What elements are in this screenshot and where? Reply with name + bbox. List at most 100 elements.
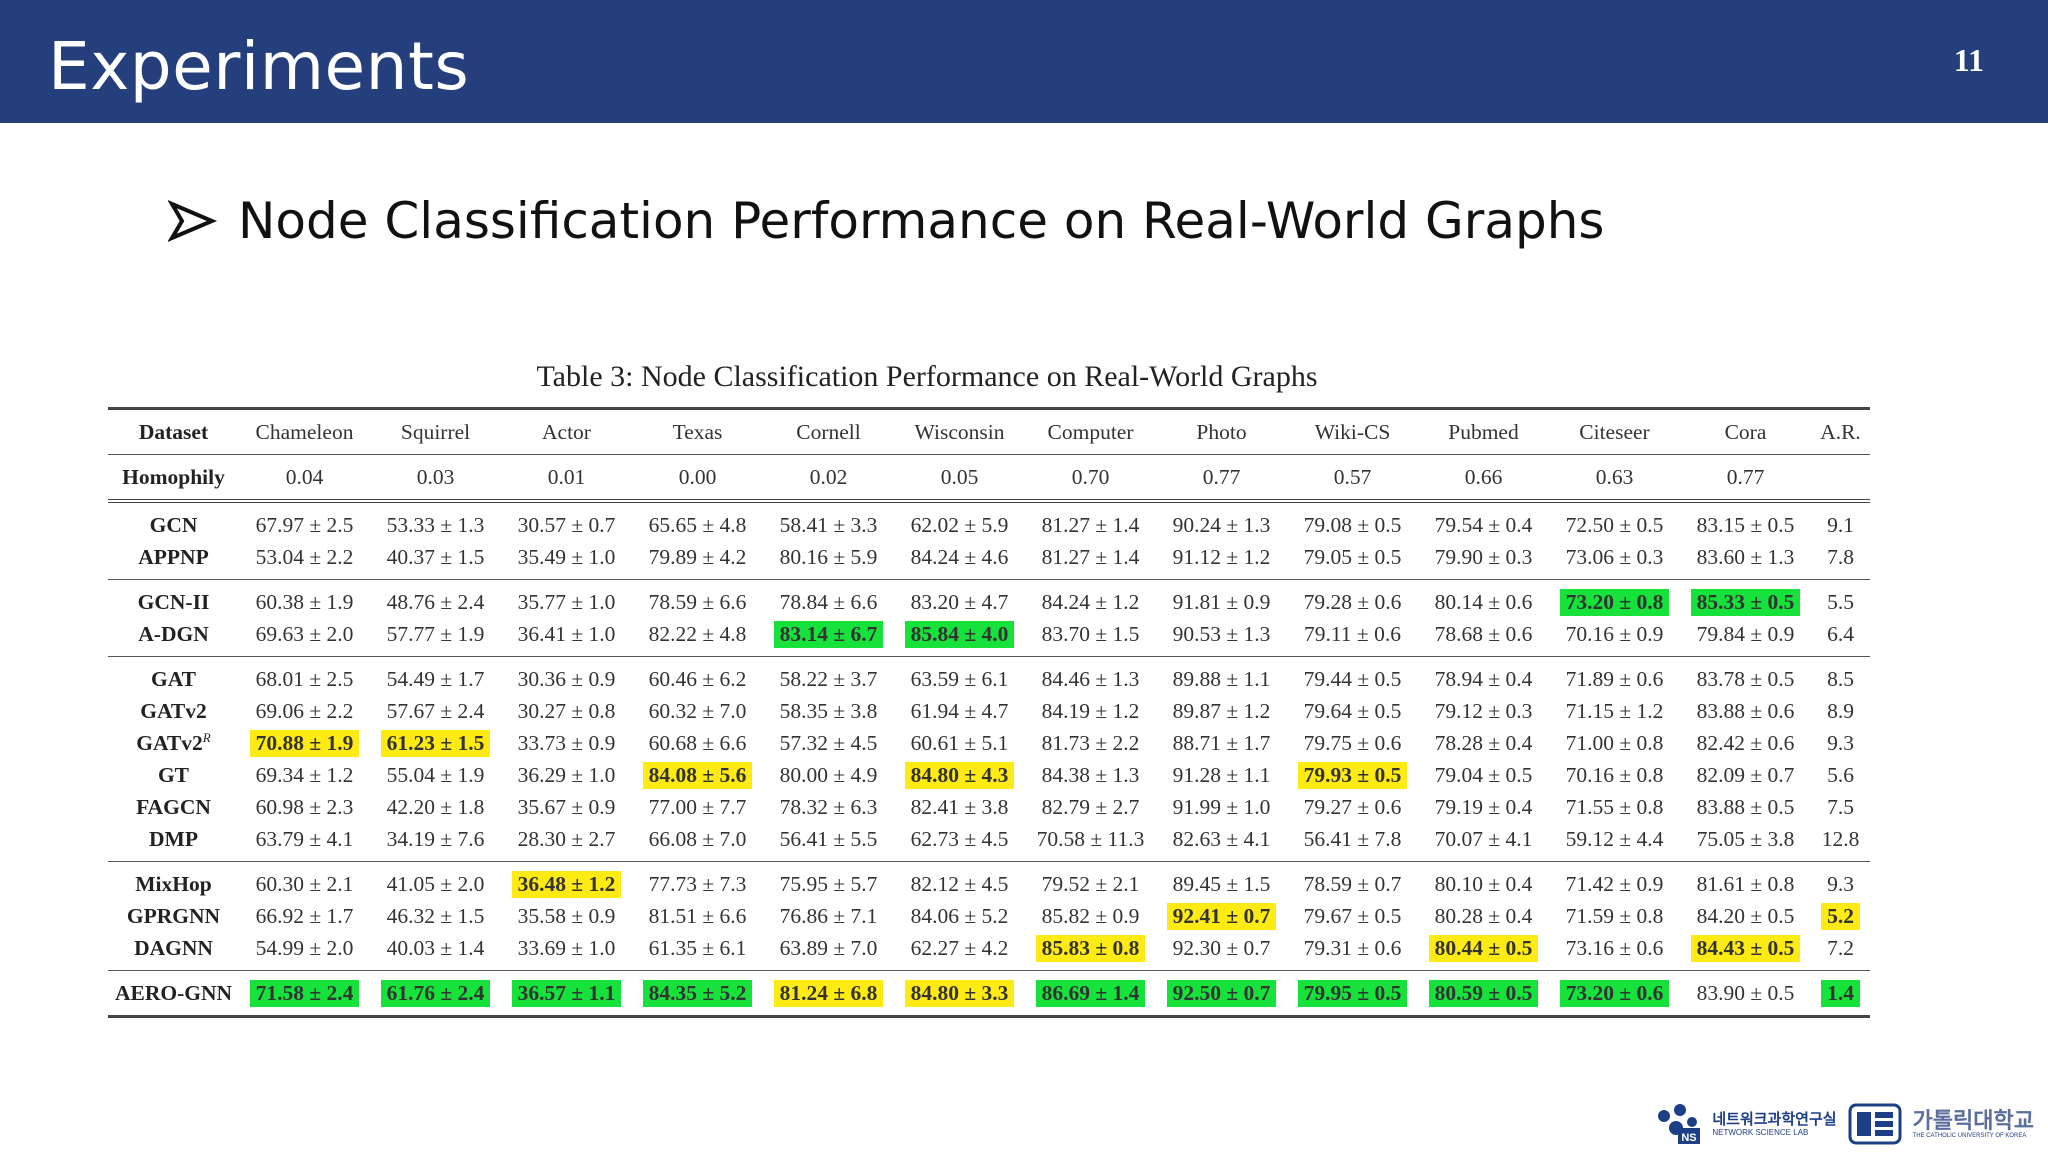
second-best-highlight: 80.44 ± 0.5	[1428, 934, 1539, 962]
model-name-text: FAGCN	[136, 794, 211, 819]
table-cell: 56.41 ± 5.5	[779, 826, 878, 851]
model-name-text: A-DGN	[138, 621, 209, 646]
table-cell: 30.36 ± 0.9	[501, 656, 632, 695]
table-cell: 61.35 ± 6.1	[648, 935, 747, 960]
bullet-text: Node Classification Performance on Real-…	[238, 192, 1605, 250]
table-cell: 91.81 ± 0.9	[1156, 579, 1287, 618]
table-cell: 78.32 ± 6.3	[779, 794, 878, 819]
second-best-highlight: 5.2	[1821, 902, 1860, 930]
table-cell: 71.42 ± 0.9	[1549, 861, 1680, 900]
table-cell: 78.28 ± 0.4	[1434, 730, 1533, 755]
table-cell: 59.12 ± 4.4	[1565, 826, 1664, 851]
table-cell: 75.05 ± 3.8	[1696, 826, 1795, 851]
model-name-text: GATv2	[140, 698, 207, 723]
homophily-label: Homophily	[108, 454, 239, 501]
table-cell: 7.5	[1827, 794, 1854, 819]
university-name-english: THE CATHOLIC UNIVERSITY OF KOREA	[1912, 1133, 2027, 1139]
model-name: GPRGNN	[108, 900, 239, 932]
table-cell: 40.37 ± 1.5	[386, 544, 485, 569]
table-cell: 92.41 ± 0.7	[1156, 900, 1287, 932]
table-cell: 78.59 ± 0.7	[1287, 861, 1418, 900]
table-cell: 83.60 ± 1.3	[1696, 544, 1795, 569]
table-cell: 60.68 ± 6.6	[648, 730, 747, 755]
table-cell: 1.4	[1811, 970, 1870, 1018]
table-cell: 77.00 ± 7.7	[648, 794, 747, 819]
table-cell: 36.57 ± 1.1	[501, 970, 632, 1018]
table-cell: 79.31 ± 0.6	[1303, 935, 1402, 960]
homophily-value: 0.04	[239, 454, 370, 501]
table-cell: 78.94 ± 0.4	[1418, 656, 1549, 695]
table-row: AERO-GNN 71.58 ± 2.4 61.76 ± 2.4 36.57 ± 1.…	[108, 970, 1870, 1018]
table-cell: 79.75 ± 0.6	[1303, 730, 1402, 755]
best-result-highlight: 86.69 ± 1.4	[1035, 979, 1146, 1007]
homophily-value: 0.70	[1025, 454, 1156, 501]
model-name: A-DGN	[108, 618, 239, 657]
best-result-highlight: 84.35 ± 5.2	[642, 979, 753, 1007]
table-cell: 84.06 ± 5.2	[910, 903, 1009, 928]
table-cell: 82.41 ± 3.8	[910, 794, 1009, 819]
table-cell: 58.35 ± 3.8	[779, 698, 878, 723]
table-cell: 60.98 ± 2.3	[255, 794, 354, 819]
table-caption-text: Table 3: Node Classification Performance…	[536, 360, 1318, 393]
second-best-highlight: 84.80 ± 3.3	[904, 979, 1015, 1007]
table-cell: 83.90 ± 0.5	[1680, 970, 1811, 1018]
column-header: Citeseer	[1549, 407, 1680, 455]
table-cell: 83.14 ± 6.7	[763, 618, 894, 657]
footer-logos: NS 네트워크과학연구실 NETWORK SCIENCE LAB 가톨릭대학교 …	[1652, 1102, 2034, 1146]
table-cell: 80.16 ± 5.9	[779, 544, 878, 569]
model-name-text: DAGNN	[134, 935, 213, 960]
table-cell: 79.95 ± 0.5	[1287, 970, 1418, 1018]
table-cell: 82.79 ± 2.7	[1041, 794, 1140, 819]
table-row: DMP 63.79 ± 4.1 34.19 ± 7.6 28.30 ± 2.7 66.0…	[108, 823, 1870, 862]
model-name-text: GT	[157, 762, 190, 787]
table-cell: 72.50 ± 0.5	[1549, 499, 1680, 541]
table-cell: 9.1	[1811, 499, 1870, 541]
table-cell: 70.16 ± 0.9	[1565, 621, 1664, 646]
university-name-korean: 가톨릭대학교	[1912, 1108, 2034, 1133]
best-result-highlight: 71.58 ± 2.4	[249, 979, 360, 1007]
table-cell: 84.43 ± 0.5	[1680, 932, 1811, 971]
table-cell: 71.58 ± 2.4	[239, 970, 370, 1018]
model-name-text: GCN-II	[137, 589, 210, 614]
table-cell: 81.51 ± 6.6	[648, 903, 747, 928]
model-name-text: AERO-GNN	[114, 980, 233, 1005]
second-best-highlight: 36.48 ± 1.2	[511, 870, 622, 898]
table-cell: 8.9	[1827, 698, 1854, 723]
best-result-highlight: 36.57 ± 1.1	[511, 979, 622, 1007]
table-cell: 79.05 ± 0.5	[1303, 544, 1402, 569]
table-row: DAGNN 54.99 ± 2.0 40.03 ± 1.4 33.69 ± 1.0 61…	[108, 932, 1870, 971]
table-cell: 63.59 ± 6.1	[894, 656, 1025, 695]
homophily-value: 0.03	[370, 454, 501, 501]
table-row: APPNP 53.04 ± 2.2 40.37 ± 1.5 35.49 ± 1.0 79…	[108, 541, 1870, 580]
table-cell: 89.87 ± 1.2	[1172, 698, 1271, 723]
table-cell: 80.44 ± 0.5	[1418, 932, 1549, 971]
model-name-text: MixHop	[135, 871, 212, 896]
table-cell: 57.77 ± 1.9	[386, 621, 485, 646]
results-table: Dataset Chameleon Squirrel Actor Texas Cornel…	[108, 407, 1870, 1018]
arrow-bullet-icon	[168, 200, 218, 242]
model-name: AERO-GNN	[108, 970, 239, 1018]
table-cell: 79.90 ± 0.3	[1434, 544, 1533, 569]
table-cell: 55.04 ± 1.9	[386, 762, 485, 787]
table-cell: 69.06 ± 2.2	[255, 698, 354, 723]
second-best-highlight: 84.43 ± 0.5	[1690, 934, 1801, 962]
table-cell: 58.22 ± 3.7	[763, 656, 894, 695]
table-cell: 79.93 ± 0.5	[1287, 759, 1418, 791]
table-cell: 69.34 ± 1.2	[255, 762, 354, 787]
table-cell: 57.32 ± 4.5	[779, 730, 878, 755]
table-cell: 9.3	[1827, 730, 1854, 755]
table-cell: 81.61 ± 0.8	[1680, 861, 1811, 900]
table-header-row: Dataset Chameleon Squirrel Actor Texas Cornel…	[108, 407, 1870, 455]
model-name: MixHop	[108, 861, 239, 900]
table-cell: 36.41 ± 1.0	[517, 621, 616, 646]
table-cell: 79.04 ± 0.5	[1434, 762, 1533, 787]
table-cell: 57.67 ± 2.4	[386, 698, 485, 723]
table-cell: 6.4	[1827, 621, 1854, 646]
table-cell: 5.5	[1811, 579, 1870, 618]
table-cell: 88.71 ± 1.7	[1172, 730, 1271, 755]
table-cell: 73.16 ± 0.6	[1565, 935, 1664, 960]
table-cell: 84.38 ± 1.3	[1041, 762, 1140, 787]
table-cell: 79.84 ± 0.9	[1696, 621, 1795, 646]
column-header: Pubmed	[1418, 407, 1549, 455]
model-name: FAGCN	[108, 791, 239, 823]
